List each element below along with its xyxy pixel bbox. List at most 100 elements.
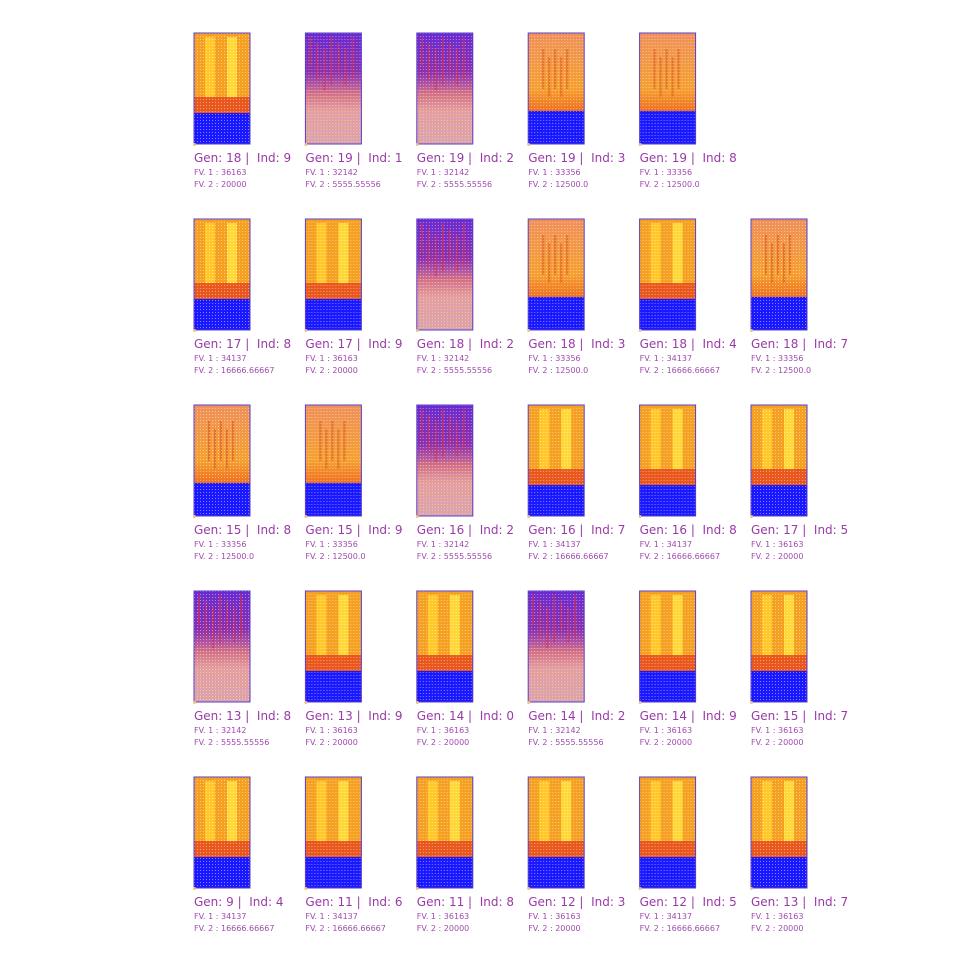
item-fv2: FV. 2 : 5555.55556 [417, 552, 492, 561]
thumb-grid [639, 33, 696, 144]
thumb-dot [750, 701, 753, 704]
item-fv1: FV. 1 : 34137 [528, 540, 580, 549]
item-fv1: FV. 1 : 32142 [417, 168, 469, 177]
thumb-border [527, 590, 585, 703]
thumb-grid [751, 591, 807, 702]
item-fv2: FV. 2 : 20000 [751, 924, 803, 933]
item-fv2: FV. 2 : 5555.55556 [194, 738, 269, 747]
thumb-border [416, 218, 474, 331]
thumb-grid [194, 591, 250, 702]
item-fv2: FV. 2 : 20000 [417, 738, 469, 747]
item-fv2: FV. 2 : 20000 [305, 366, 357, 375]
item-fv1: FV. 1 : 36163 [528, 912, 580, 921]
thumb-grid [194, 405, 250, 516]
thumb-dot [527, 887, 531, 890]
item-title: Gen: 14 | Ind: 0 [417, 709, 514, 723]
thumbnail [527, 404, 585, 518]
thumb-dot [638, 329, 642, 332]
thumb-grid [528, 591, 585, 702]
thumb-border [639, 32, 697, 145]
thumb-dot [638, 701, 642, 704]
item-title: Gen: 15 | Ind: 8 [194, 523, 291, 537]
item-fv2: FV. 2 : 16666.66667 [305, 924, 385, 933]
thumb-dot [638, 887, 642, 890]
thumb-dot [750, 329, 753, 332]
thumbnail [527, 590, 585, 704]
thumb-dot [527, 329, 531, 332]
item-title: Gen: 14 | Ind: 2 [528, 709, 625, 723]
item-fv1: FV. 1 : 32142 [305, 168, 357, 177]
item-title: Gen: 12 | Ind: 3 [528, 895, 625, 909]
thumb-dot [415, 701, 419, 704]
thumb-grid [751, 777, 807, 888]
thumb-dot [638, 143, 642, 146]
thumbnail [527, 32, 585, 146]
thumbnail [304, 404, 362, 518]
thumb-dot [193, 515, 196, 518]
item-title: Gen: 17 | Ind: 5 [751, 523, 848, 537]
thumbnail [750, 404, 808, 518]
thumb-grid [416, 777, 473, 888]
thumbnail [750, 590, 808, 704]
thumb-dot [415, 143, 419, 146]
item-fv1: FV. 1 : 34137 [640, 540, 692, 549]
thumb-grid [639, 591, 696, 702]
item-fv2: FV. 2 : 12500.0 [528, 366, 588, 375]
thumbnail [638, 218, 697, 332]
thumb-grid [639, 219, 696, 330]
thumb-border [193, 218, 251, 331]
thumbnail [304, 590, 362, 704]
item-fv2: FV. 2 : 5555.55556 [417, 180, 492, 189]
item-fv2: FV. 2 : 20000 [417, 924, 469, 933]
thumb-grid [639, 405, 696, 516]
item-fv1: FV. 1 : 33356 [528, 354, 580, 363]
item-fv2: FV. 2 : 12500.0 [528, 180, 588, 189]
thumb-grid [305, 405, 362, 516]
item-fv1: FV. 1 : 34137 [640, 912, 692, 921]
thumb-dot [750, 515, 753, 518]
item-fv1: FV. 1 : 33356 [528, 168, 580, 177]
item-fv1: FV. 1 : 34137 [194, 912, 246, 921]
thumb-dot [415, 515, 419, 518]
thumb-dot [193, 143, 196, 146]
item-fv2: FV. 2 : 20000 [194, 180, 246, 189]
thumb-grid [194, 219, 250, 330]
item-fv2: FV. 2 : 16666.66667 [640, 924, 720, 933]
thumb-grid [528, 777, 585, 888]
thumb-grid [305, 33, 362, 144]
item-fv1: FV. 1 : 34137 [640, 354, 692, 363]
thumb-border [750, 776, 808, 889]
thumb-border [304, 218, 362, 331]
thumb-border [527, 776, 585, 889]
thumb-dot [527, 515, 531, 518]
thumb-border [416, 776, 474, 889]
thumb-border [750, 590, 808, 703]
item-title: Gen: 12 | Ind: 5 [640, 895, 737, 909]
thumb-border [639, 404, 697, 517]
thumbnail [193, 32, 251, 146]
thumbnail [415, 776, 474, 890]
item-fv1: FV. 1 : 36163 [417, 912, 469, 921]
item-fv2: FV. 2 : 16666.66667 [194, 366, 274, 375]
item-title: Gen: 19 | Ind: 1 [305, 151, 402, 165]
thumb-border [193, 404, 251, 517]
item-fv1: FV. 1 : 36163 [751, 726, 803, 735]
item-title: Gen: 14 | Ind: 9 [640, 709, 737, 723]
item-title: Gen: 17 | Ind: 9 [305, 337, 402, 351]
thumb-border [750, 218, 808, 331]
thumb-grid [305, 591, 362, 702]
item-fv1: FV. 1 : 36163 [305, 726, 357, 735]
item-fv1: FV. 1 : 33356 [751, 354, 803, 363]
thumb-grid [639, 777, 696, 888]
item-fv2: FV. 2 : 12500.0 [194, 552, 254, 561]
thumbnail [415, 32, 474, 146]
item-fv2: FV. 2 : 5555.55556 [417, 366, 492, 375]
thumbnail [527, 776, 585, 890]
thumb-dot [193, 887, 196, 890]
thumbnail [193, 218, 251, 332]
item-title: Gen: 16 | Ind: 8 [640, 523, 737, 537]
item-title: Gen: 11 | Ind: 8 [417, 895, 514, 909]
thumbnail [304, 32, 362, 146]
item-title: Gen: 19 | Ind: 3 [528, 151, 625, 165]
